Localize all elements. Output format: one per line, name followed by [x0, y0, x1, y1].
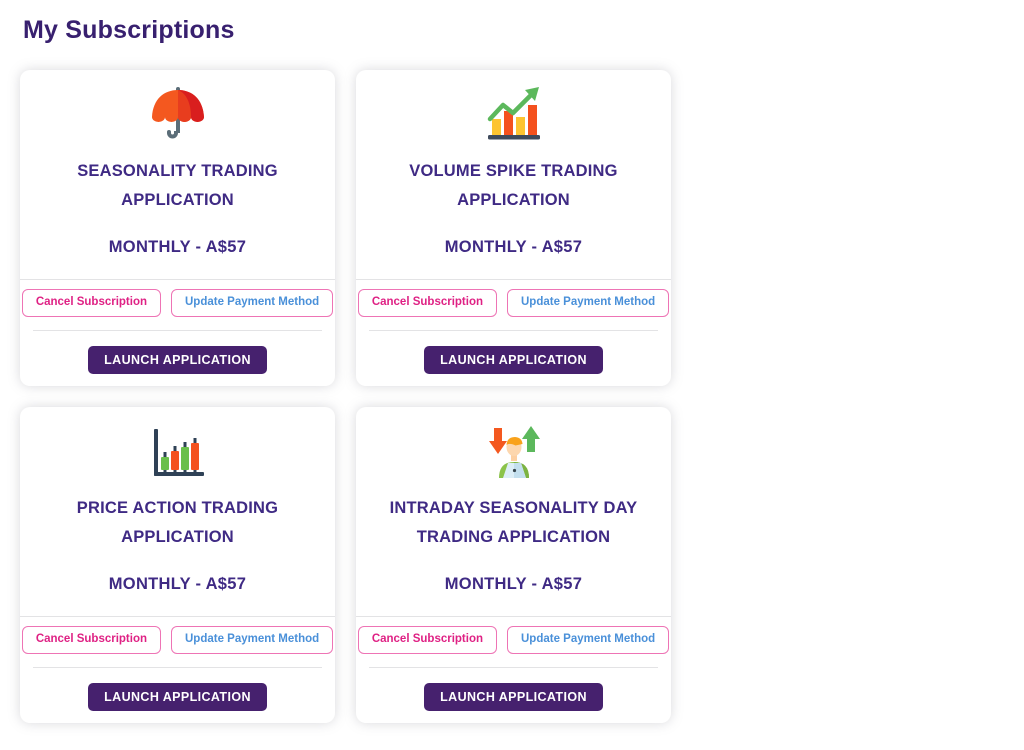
- candlestick-chart-icon: [146, 420, 210, 484]
- subscription-card-intraday-seasonality: INTRADAY SEASONALITY DAY TRADING APPLICA…: [356, 407, 671, 723]
- divider: [20, 616, 335, 617]
- divider: [33, 329, 322, 331]
- update-payment-method-button[interactable]: Update Payment Method: [507, 626, 670, 654]
- subscription-card-price-action: PRICE ACTION TRADING APPLICATION MONTHLY…: [20, 407, 335, 723]
- card-title: INTRADAY SEASONALITY DAY TRADING APPLICA…: [389, 499, 638, 546]
- launch-application-button[interactable]: LAUNCH APPLICATION: [88, 682, 267, 711]
- card-title: SEASONALITY TRADING APPLICATION: [77, 162, 278, 209]
- cancel-subscription-button[interactable]: Cancel Subscription: [21, 626, 161, 654]
- my-subscriptions-page: My Subscriptions SEASONALITY TRADING APP…: [20, 16, 1004, 723]
- subscription-card-seasonality: SEASONALITY TRADING APPLICATION MONTHLY …: [20, 70, 335, 386]
- launch-application-button[interactable]: LAUNCH APPLICATION: [424, 682, 603, 711]
- update-payment-method-button[interactable]: Update Payment Method: [507, 289, 670, 317]
- subscription-card-volume-spike: VOLUME SPIKE TRADING APPLICATION MONTHLY…: [356, 70, 671, 386]
- card-plan-price: MONTHLY - A$57: [444, 575, 583, 593]
- subscription-cards-grid: SEASONALITY TRADING APPLICATION MONTHLY …: [20, 70, 1004, 723]
- card-plan-price: MONTHLY - A$57: [108, 238, 247, 256]
- card-actions: Cancel Subscription Update Payment Metho…: [21, 626, 334, 654]
- cancel-subscription-button[interactable]: Cancel Subscription: [357, 626, 497, 654]
- card-title: VOLUME SPIKE TRADING APPLICATION: [409, 162, 618, 209]
- card-title: PRICE ACTION TRADING APPLICATION: [76, 499, 279, 546]
- divider: [369, 329, 658, 331]
- divider: [369, 666, 658, 668]
- card-actions: Cancel Subscription Update Payment Metho…: [21, 289, 334, 317]
- cancel-subscription-button[interactable]: Cancel Subscription: [357, 289, 497, 317]
- volume-spike-chart-icon: [482, 83, 546, 147]
- page-title: My Subscriptions: [23, 16, 235, 44]
- card-actions: Cancel Subscription Update Payment Metho…: [357, 626, 670, 654]
- card-plan-price: MONTHLY - A$57: [444, 238, 583, 256]
- umbrella-icon: [146, 83, 210, 147]
- update-payment-method-button[interactable]: Update Payment Method: [171, 626, 334, 654]
- day-trader-icon: [482, 420, 546, 484]
- divider: [356, 279, 671, 280]
- launch-application-button[interactable]: LAUNCH APPLICATION: [424, 345, 603, 374]
- cancel-subscription-button[interactable]: Cancel Subscription: [21, 289, 161, 317]
- card-actions: Cancel Subscription Update Payment Metho…: [357, 289, 670, 317]
- launch-application-button[interactable]: LAUNCH APPLICATION: [88, 345, 267, 374]
- divider: [33, 666, 322, 668]
- divider: [20, 279, 335, 280]
- divider: [356, 616, 671, 617]
- card-plan-price: MONTHLY - A$57: [108, 575, 247, 593]
- update-payment-method-button[interactable]: Update Payment Method: [171, 289, 334, 317]
